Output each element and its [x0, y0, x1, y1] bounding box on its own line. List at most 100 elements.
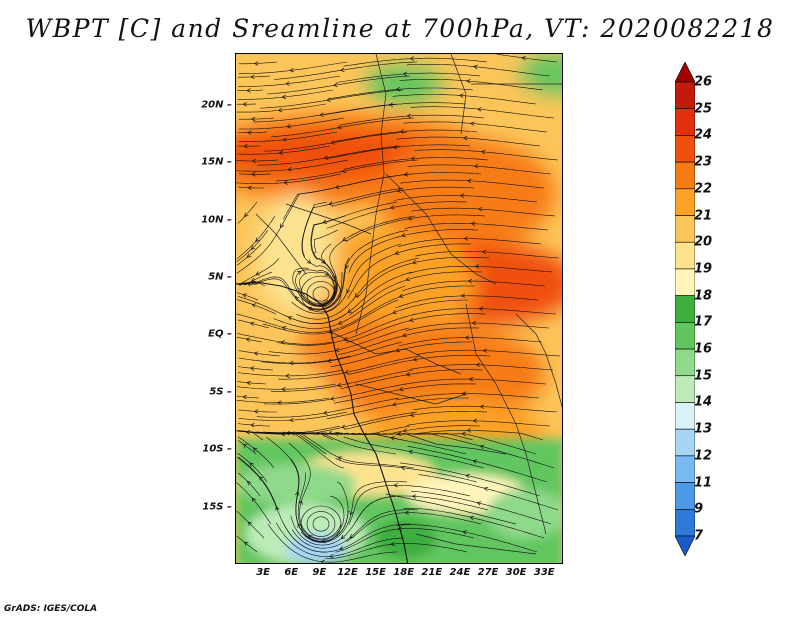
streamline-arrow: [289, 67, 294, 73]
streamline-arrow: [249, 366, 255, 371]
longitude-label: 27E: [477, 567, 499, 578]
streamline: [344, 157, 489, 170]
colorbar-segment: [675, 81, 695, 110]
colorbar-segment: [675, 135, 695, 163]
streamline-arrow: [323, 155, 329, 160]
longitude-label: 3E: [256, 567, 270, 578]
streamline-arrow: [343, 336, 348, 342]
streamline-arrow: [247, 521, 253, 526]
streamline-arrow: [406, 113, 412, 119]
streamline-arrow: [402, 332, 407, 338]
streamline-arrow: [283, 180, 288, 185]
colorbar-label: 20: [694, 234, 713, 250]
streamline: [266, 436, 335, 542]
streamline-arrow: [354, 292, 360, 298]
colorbar-segment: [675, 375, 695, 403]
colorbar-segment: [675, 268, 695, 296]
streamline: [393, 195, 538, 203]
streamline-arrow: [396, 431, 402, 437]
streamline-arrow: [470, 221, 476, 226]
streamline: [406, 64, 551, 77]
colorbar-segment: [675, 108, 695, 136]
streamline: [236, 103, 327, 113]
streamline: [236, 187, 335, 274]
streamline-arrow: [347, 308, 352, 314]
streamline: [333, 129, 478, 142]
colorbar: [675, 62, 695, 556]
streamline: [400, 179, 545, 189]
streamline: [238, 75, 341, 87]
streamline: [236, 395, 260, 399]
streamline: [236, 173, 342, 184]
streamline: [257, 145, 401, 166]
streamline: [336, 72, 481, 83]
streamline: [325, 432, 467, 455]
colorbar-label: 25: [694, 101, 713, 117]
streamline-arrow: [412, 357, 418, 362]
streamline-arrow: [250, 74, 255, 80]
colorbar-segment: [675, 322, 695, 350]
streamline-arrow: [473, 164, 479, 169]
streamline: [415, 251, 560, 259]
colorbar-label: 13: [694, 421, 713, 437]
wbpt-field: [236, 54, 562, 563]
streamline: [291, 509, 419, 549]
streamline-arrow: [250, 277, 256, 282]
streamline-arrow: [306, 259, 312, 264]
streamline-arrow: [483, 486, 489, 492]
streamline: [340, 369, 484, 389]
streamline: [236, 257, 280, 285]
streamline-arrow: [250, 116, 256, 122]
streamline-arrow: [390, 541, 395, 547]
streamline-arrow: [281, 386, 286, 392]
streamline: [278, 432, 415, 469]
latitude-label: 20N –: [201, 99, 232, 111]
streamline-arrow: [285, 81, 291, 86]
streamline: [237, 366, 274, 371]
streamline: [333, 383, 477, 404]
streamline-arrow: [251, 303, 257, 308]
streamline: [238, 282, 266, 287]
streamline-arrow: [247, 480, 252, 486]
streamline-arrow: [294, 491, 300, 496]
streamline: [236, 243, 262, 266]
longitude-label: 9E: [312, 567, 327, 578]
streamline: [291, 243, 402, 314]
streamline: [395, 295, 539, 309]
streamline: [237, 271, 273, 286]
streamline: [346, 313, 487, 343]
streamline: [236, 482, 272, 525]
streamline-arrow: [396, 188, 402, 193]
streamline: [238, 131, 268, 133]
streamline: [348, 485, 471, 525]
streamline-arrow: [280, 340, 285, 345]
streamline-arrow: [402, 71, 408, 77]
streamline-arrow: [462, 135, 468, 141]
streamline: [236, 159, 279, 162]
colorbar-bottom-cap: [675, 535, 695, 556]
streamline-arrow: [251, 172, 256, 177]
longitude-label: 18E: [393, 567, 415, 578]
longitude-label: 15E: [365, 567, 386, 578]
vortex-ring: [312, 516, 330, 532]
streamline-arrow: [255, 237, 260, 243]
streamline: [398, 337, 543, 347]
longitude-label: 12E: [337, 567, 358, 578]
streamline-arrow: [465, 473, 471, 479]
colorbar-segment: [675, 241, 695, 270]
streamline: [396, 136, 541, 147]
streamline-arrow: [340, 534, 346, 540]
streamline: [301, 481, 408, 543]
streamline: [267, 75, 411, 95]
streamline-arrow: [463, 236, 469, 241]
streamline-arrow: [319, 112, 324, 117]
streamline-arrow: [334, 432, 340, 437]
streamline: [275, 522, 405, 557]
streamline-arrow: [281, 94, 287, 100]
streamline: [326, 201, 468, 229]
streamline: [404, 222, 549, 231]
streamline-arrow: [275, 506, 280, 511]
streamline-arrow: [289, 417, 294, 423]
streamline-arrow: [250, 245, 256, 250]
streamline: [275, 159, 419, 182]
